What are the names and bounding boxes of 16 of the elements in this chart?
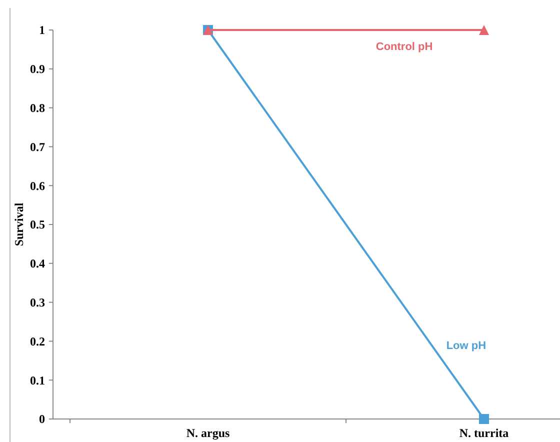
y-tick-label: 0.2	[30, 334, 45, 348]
y-tick-label: 0	[39, 412, 45, 426]
y-tick-label: 0.6	[30, 178, 45, 193]
y-tick-label: 0.9	[30, 62, 45, 76]
y-tick-label: 0.5	[30, 218, 45, 232]
x-tick-label: N. turrita	[459, 426, 509, 440]
y-tick-label: 0.4	[30, 256, 45, 271]
y-tick-label: 1	[39, 23, 45, 38]
x-tick-label: N. argus	[186, 426, 230, 440]
y-tick-label: 0.7	[30, 140, 45, 154]
y-tick-label: 0.3	[30, 296, 45, 310]
series-label: Low pH	[446, 340, 486, 352]
series-label: Control pH	[376, 41, 433, 53]
y-tick-label: 0.1	[30, 373, 45, 388]
y-tick-label: 0.8	[30, 101, 45, 115]
y-axis-title: Survival	[12, 202, 26, 246]
